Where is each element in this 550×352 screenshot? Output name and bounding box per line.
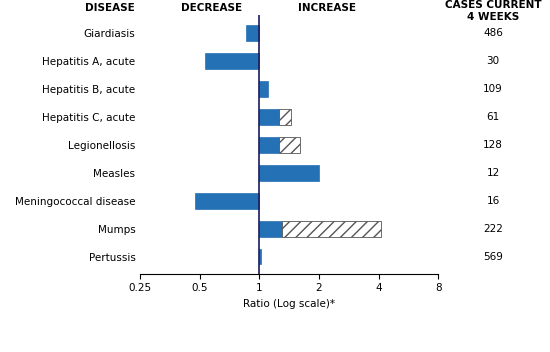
Text: DECREASE: DECREASE — [180, 3, 242, 13]
Bar — [260, 81, 268, 97]
Text: CASES CURRENT: CASES CURRENT — [445, 0, 542, 10]
Bar — [260, 221, 282, 237]
Text: 61: 61 — [487, 112, 500, 122]
Text: 12: 12 — [487, 168, 500, 178]
Text: 486: 486 — [483, 28, 503, 38]
Text: 222: 222 — [483, 224, 503, 234]
Bar — [195, 193, 260, 209]
Text: 30: 30 — [487, 56, 500, 66]
Bar — [279, 109, 292, 125]
Text: INCREASE: INCREASE — [298, 3, 356, 13]
Bar — [260, 137, 279, 153]
Text: 4 WEEKS: 4 WEEKS — [467, 12, 519, 22]
Bar — [205, 54, 260, 69]
Text: 128: 128 — [483, 140, 503, 150]
Bar — [260, 165, 319, 181]
Text: 16: 16 — [487, 196, 500, 206]
Bar — [260, 249, 261, 264]
Text: 109: 109 — [483, 84, 503, 94]
X-axis label: Ratio (Log scale)*: Ratio (Log scale)* — [243, 299, 336, 309]
Text: 569: 569 — [483, 252, 503, 262]
Bar — [279, 137, 300, 153]
Bar — [282, 221, 381, 237]
Bar — [260, 109, 279, 125]
Bar — [245, 25, 260, 41]
Text: DISEASE: DISEASE — [85, 3, 135, 13]
